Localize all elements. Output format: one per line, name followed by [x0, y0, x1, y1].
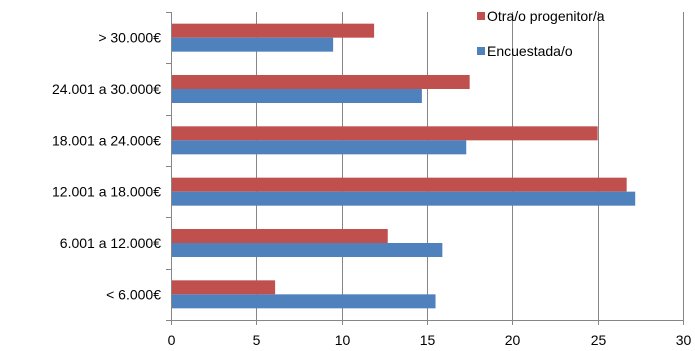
legend-swatch [477, 12, 485, 20]
bar [171, 126, 598, 141]
x-tick-label: 5 [253, 332, 261, 348]
bar [171, 23, 375, 38]
category-label: 18.001 a 24.000€ [52, 132, 161, 148]
bar [171, 75, 470, 89]
x-tick-label: 0 [168, 332, 176, 348]
legend-label: Otra/o progenitor/a [487, 8, 605, 24]
bar [171, 294, 436, 309]
bar [171, 280, 276, 295]
category-labels: < 6.000€ 6.001 a 12.000€ 12.001 a 18.000€ 1… [52, 30, 161, 303]
x-tick-label: 20 [505, 332, 521, 348]
category-label: < 6.000€ [106, 286, 161, 302]
legend-label: Encuestada/o [487, 43, 573, 59]
x-tick-labels: 0 5 10 15 20 25 30 [168, 332, 692, 348]
legend: Otra/o progenitor/a Encuestada/o [477, 8, 605, 59]
category-label: 24.001 a 30.000€ [52, 81, 161, 97]
category-label: > 30.000€ [98, 30, 161, 46]
bar [171, 229, 388, 243]
axes [166, 12, 684, 325]
x-tick-label: 10 [335, 332, 351, 348]
bar [171, 37, 334, 52]
bar [171, 191, 636, 206]
category-label: 6.001 a 12.000€ [60, 235, 161, 251]
bars [171, 23, 636, 309]
bar [171, 89, 422, 103]
bar [171, 140, 467, 155]
x-tick-label: 30 [676, 332, 692, 348]
x-tick-label: 25 [591, 332, 607, 348]
category-label: 12.001 a 18.000€ [52, 184, 161, 200]
gridlines [256, 12, 684, 320]
bar [171, 177, 627, 192]
x-tick-label: 15 [420, 332, 436, 348]
legend-swatch [477, 47, 485, 55]
bar [171, 243, 443, 257]
